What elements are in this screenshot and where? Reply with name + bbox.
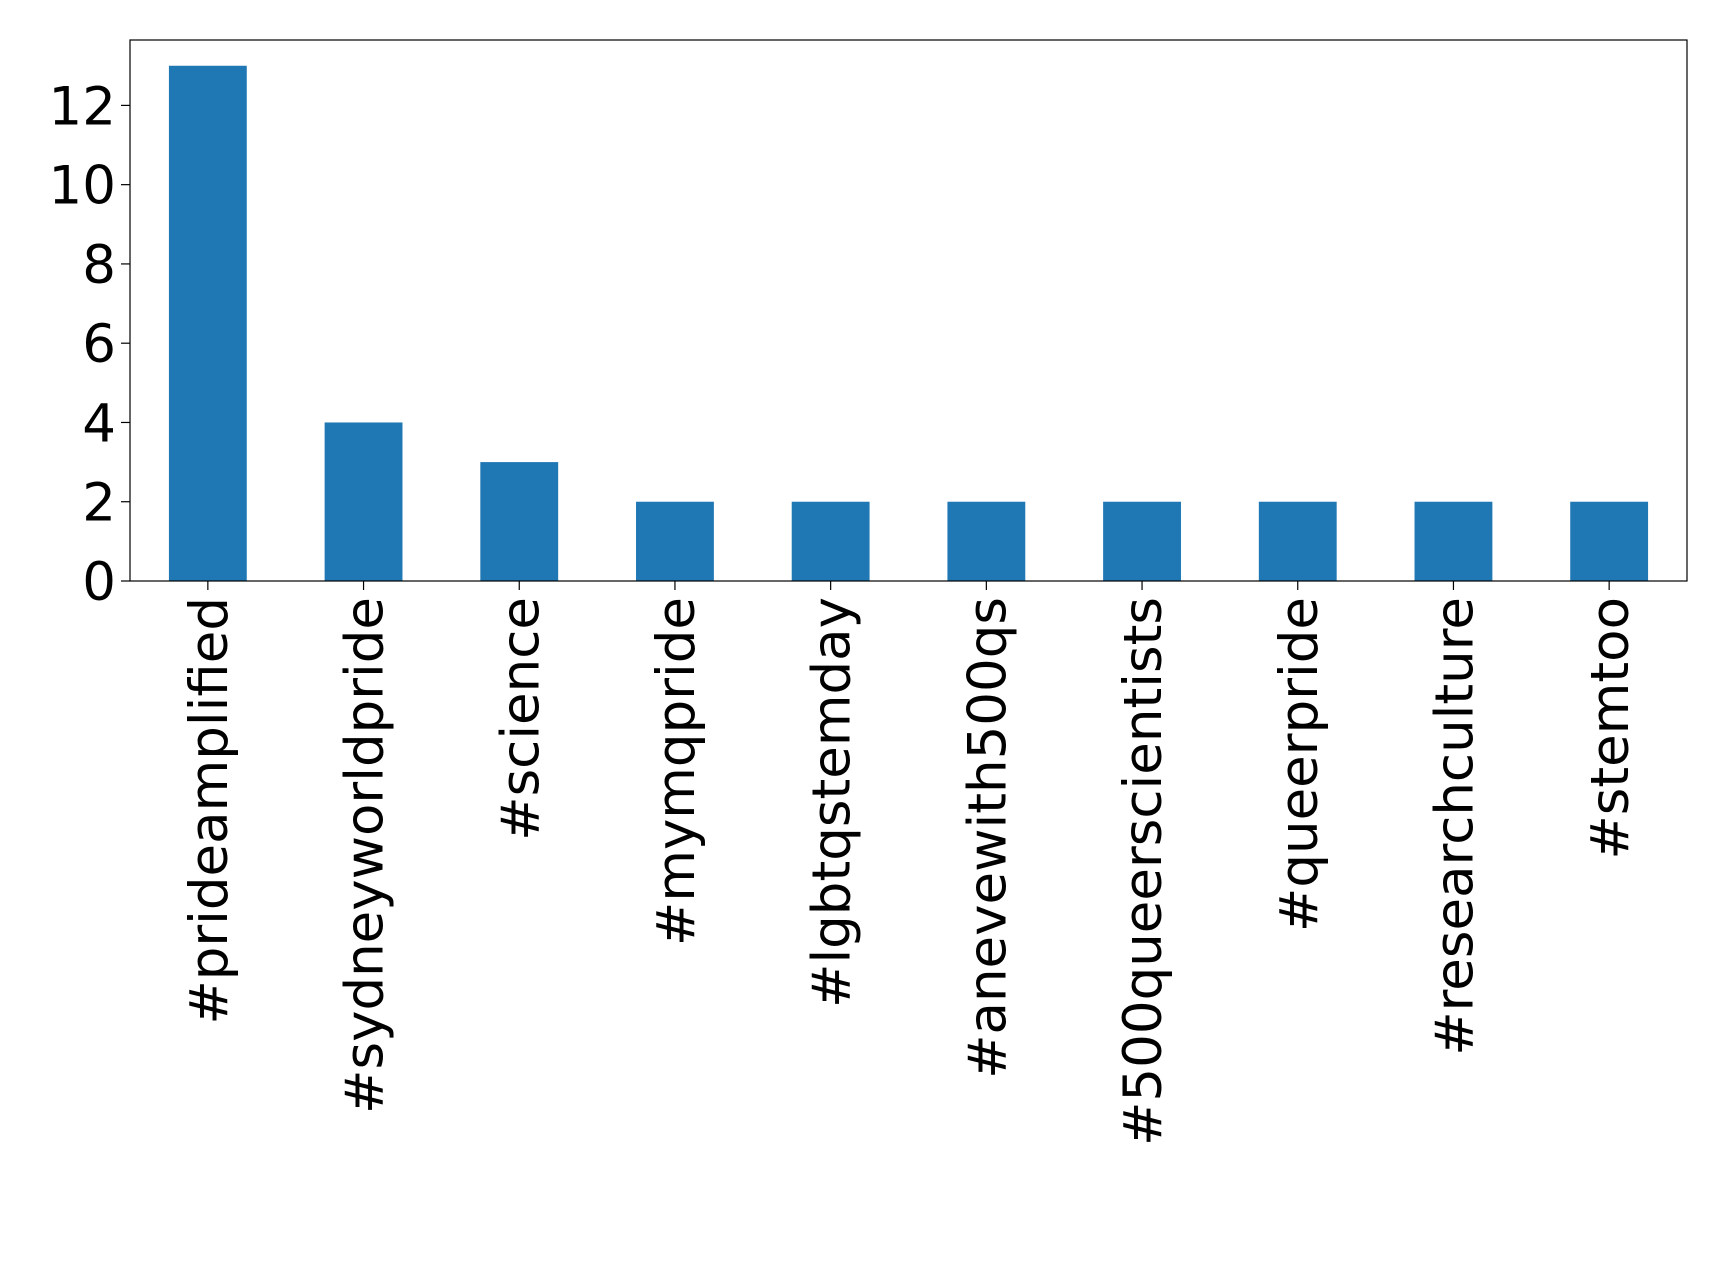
bar xyxy=(1570,501,1649,581)
y-tick-label: 4 xyxy=(82,393,116,454)
y-tick-label: 8 xyxy=(82,235,116,296)
bar xyxy=(791,501,870,581)
bar xyxy=(1103,501,1181,581)
bar xyxy=(636,501,714,581)
x-tick-label: #stemtoo xyxy=(1580,597,1641,860)
x-tick-label: #researchculture xyxy=(1424,597,1485,1056)
y-tick-label: 2 xyxy=(82,473,116,534)
bar xyxy=(168,65,247,581)
x-tick-label: #500queerscientists xyxy=(1113,597,1174,1146)
x-tick-label: #science xyxy=(490,597,551,841)
x-tick-label: #lgbtqstemday xyxy=(802,597,863,1008)
plot-frame xyxy=(129,39,1688,582)
bar xyxy=(480,462,559,581)
y-tick-label: 10 xyxy=(49,156,116,217)
bar xyxy=(324,422,403,581)
x-tick-label: #prideamplified xyxy=(179,597,240,1025)
bar xyxy=(1258,501,1337,581)
bar xyxy=(947,501,1026,581)
y-tick-label: 0 xyxy=(82,552,116,613)
bar xyxy=(1414,501,1493,581)
x-tick-label: #anevewith500qs xyxy=(957,597,1018,1079)
x-tick-label: #mymqpride xyxy=(646,597,707,946)
x-tick-label: #queerpride xyxy=(1269,597,1330,932)
y-tick-label: 6 xyxy=(82,314,116,375)
x-tick-label: #sydneyworldpride xyxy=(335,597,396,1114)
y-tick-label: 12 xyxy=(49,76,116,137)
